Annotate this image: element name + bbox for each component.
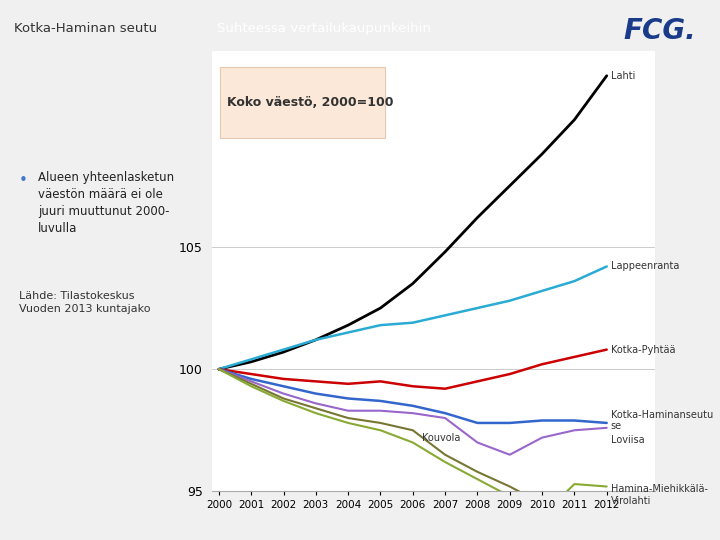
- Text: Hamina-Miehikkälä-
Virolahti: Hamina-Miehikkälä- Virolahti: [611, 484, 708, 505]
- Text: Loviisa: Loviisa: [611, 435, 644, 445]
- Text: Lähde: Tilastokeskus
Vuoden 2013 kuntajako: Lähde: Tilastokeskus Vuoden 2013 kuntaja…: [19, 291, 150, 314]
- Text: Alueen yhteenlasketun
väestön määrä ei ole
juuri muuttunut 2000-
luvulla: Alueen yhteenlasketun väestön määrä ei o…: [38, 171, 174, 235]
- Text: Kotka-Pyhtää: Kotka-Pyhtää: [611, 345, 675, 355]
- Text: Kotka-Haminanseutu
se: Kotka-Haminanseutu se: [611, 410, 713, 431]
- Text: •: •: [19, 173, 28, 188]
- Text: Lappeenranta: Lappeenranta: [611, 261, 679, 272]
- Text: FCG.: FCG.: [624, 17, 696, 45]
- Text: Koko väestö, 2000=100: Koko väestö, 2000=100: [227, 96, 393, 109]
- Text: Kotka-Haminan seutu: Kotka-Haminan seutu: [14, 22, 157, 35]
- Text: Lahti: Lahti: [611, 71, 635, 81]
- Text: Kouvola: Kouvola: [423, 433, 461, 443]
- FancyBboxPatch shape: [220, 67, 385, 138]
- Text: Suhteessa vertailukaupunkeihin: Suhteessa vertailukaupunkeihin: [217, 22, 431, 35]
